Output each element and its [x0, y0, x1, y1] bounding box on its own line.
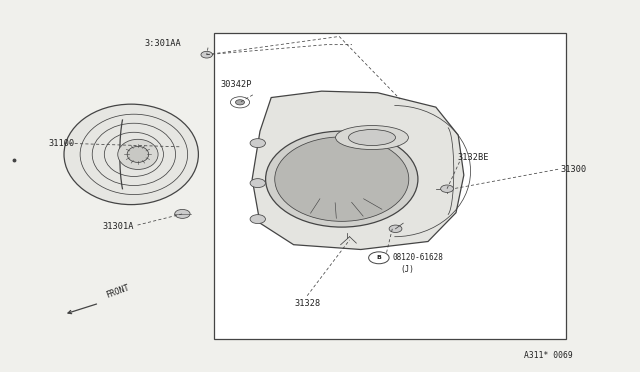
Text: 3:301AA: 3:301AA [144, 39, 180, 48]
Text: A311* 0069: A311* 0069 [524, 351, 573, 360]
Circle shape [250, 179, 266, 187]
Text: 30342P: 30342P [220, 80, 252, 89]
Circle shape [175, 209, 190, 218]
Ellipse shape [118, 140, 158, 170]
Circle shape [250, 139, 266, 148]
Text: 31100: 31100 [48, 139, 74, 148]
Ellipse shape [349, 129, 396, 145]
Ellipse shape [64, 104, 198, 205]
Text: 08120-61628: 08120-61628 [393, 253, 444, 262]
Circle shape [441, 185, 453, 192]
Ellipse shape [275, 137, 409, 221]
Circle shape [236, 100, 244, 105]
Ellipse shape [266, 131, 418, 227]
Circle shape [389, 225, 402, 232]
Circle shape [369, 252, 389, 264]
Text: B: B [376, 255, 381, 260]
Ellipse shape [335, 125, 408, 150]
Circle shape [201, 51, 212, 58]
Text: 3132BE: 3132BE [458, 153, 489, 162]
Text: FRONT: FRONT [104, 283, 131, 300]
Bar [214, 33, 566, 339]
Text: (J): (J) [400, 265, 414, 274]
Ellipse shape [127, 146, 148, 163]
Text: 31301A: 31301A [102, 222, 134, 231]
Polygon shape [252, 91, 464, 250]
Text: 31328: 31328 [294, 299, 321, 308]
Text: 31300: 31300 [560, 165, 586, 174]
Circle shape [250, 215, 266, 224]
